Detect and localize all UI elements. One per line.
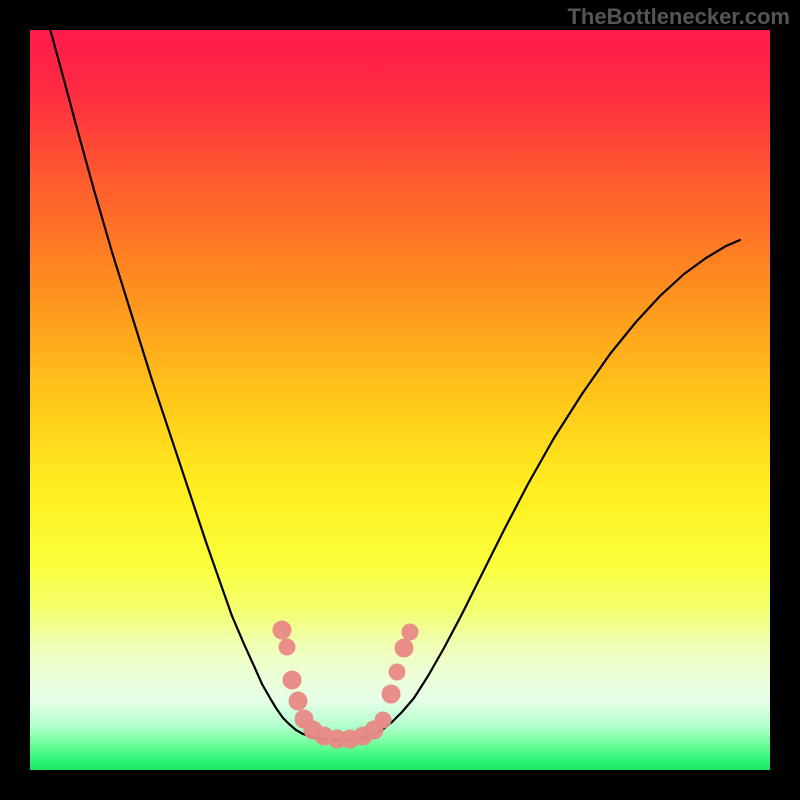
- marker-dot: [382, 685, 400, 703]
- plot-area: [30, 30, 770, 770]
- chart-frame: TheBottlenecker.com: [0, 0, 800, 800]
- marker-dot: [402, 624, 418, 640]
- marker-dot: [283, 671, 301, 689]
- gradient-background: [30, 30, 770, 770]
- marker-dot: [289, 692, 307, 710]
- watermark-text: TheBottlenecker.com: [567, 4, 790, 30]
- marker-dot: [389, 664, 405, 680]
- marker-dot: [279, 639, 295, 655]
- chart-svg: [30, 30, 770, 770]
- marker-dot: [395, 639, 413, 657]
- marker-dot: [375, 712, 391, 728]
- marker-dot: [273, 621, 291, 639]
